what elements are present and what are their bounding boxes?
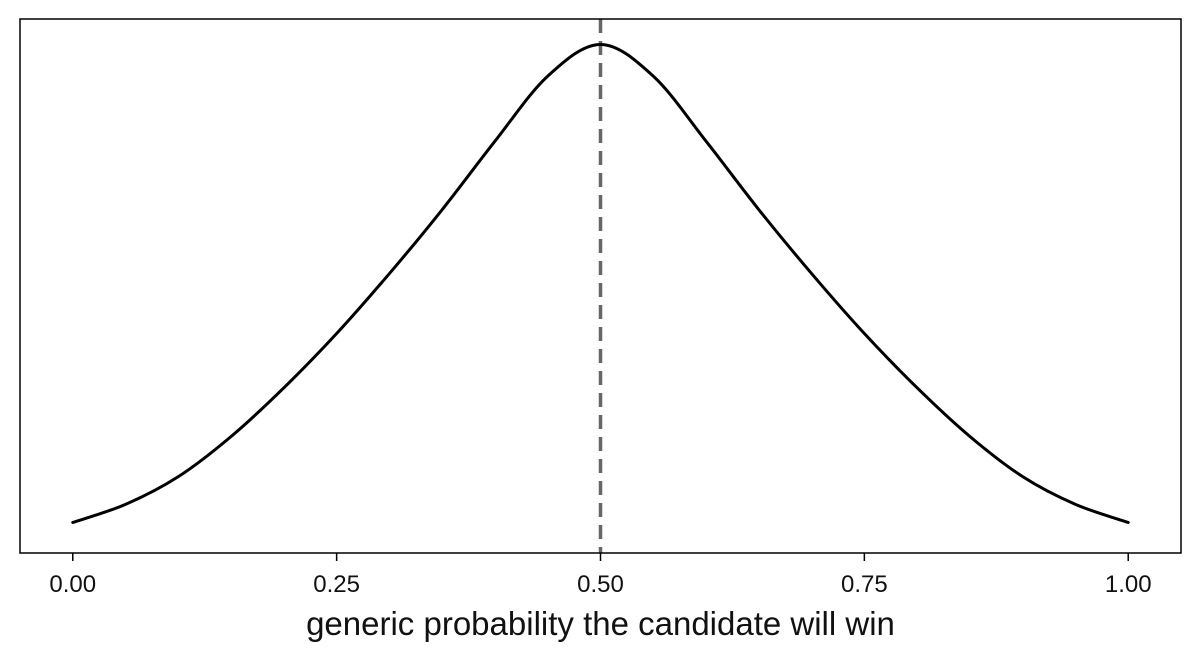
x-axis-title: generic probability the candidate will w…	[306, 605, 895, 642]
density-curve	[71, 42, 1130, 524]
x-tick-label: 0.50	[577, 571, 624, 598]
x-tick-label: 0.75	[841, 571, 888, 598]
x-tick-label: 0.00	[49, 571, 96, 598]
x-axis: 0.00 0.25 0.50 0.75 1.00	[49, 553, 1152, 598]
x-tick-label: 1.00	[1105, 571, 1152, 598]
x-tick-label: 0.25	[313, 571, 360, 598]
